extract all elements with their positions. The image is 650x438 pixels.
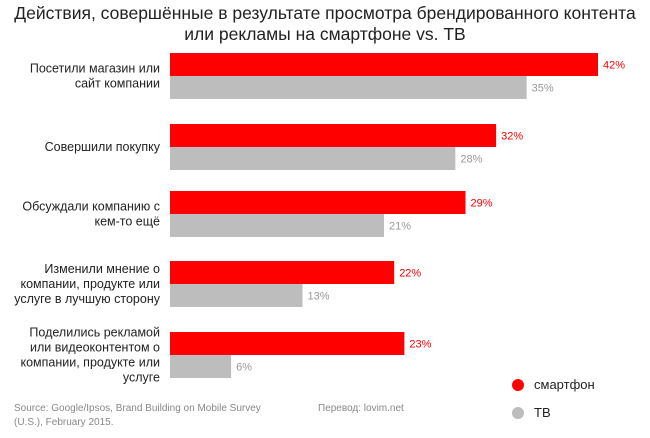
- bar-tv-2: [170, 214, 384, 237]
- bar-smartphone-2: [170, 191, 466, 214]
- legend-swatch-smartphone: [512, 379, 524, 391]
- value-label-tv-3: 13%: [307, 291, 329, 303]
- legend: смартфон ТВ: [512, 377, 595, 420]
- category-label-0-line-1: сайт компании: [75, 77, 160, 91]
- category-label-3-line-1: компании, продукте или: [20, 277, 160, 291]
- category-label-2-line-1: кем-то ещё: [94, 215, 160, 229]
- source-line-2: (U.S.), February 2015.: [14, 417, 113, 428]
- value-label-tv-4: 6%: [236, 362, 252, 374]
- chart-title-line-2: или рекламы на смартфоне vs. ТВ: [184, 24, 465, 44]
- source-line-1: Source: Google/Ipsos, Brand Building on …: [14, 403, 261, 414]
- value-label-smartphone-0: 42%: [603, 60, 625, 72]
- category-label-4-line-3: услуге: [123, 371, 160, 385]
- category-label-4-line-1: или видеоконтентом о: [30, 341, 160, 355]
- category-label-4-line-0: Поделились рекламой: [29, 326, 160, 340]
- chart-title-line-1: Действия, совершённые в результате просм…: [14, 3, 636, 23]
- value-label-tv-0: 35%: [532, 83, 554, 95]
- category-label-3-line-0: Изменили мнение о: [44, 262, 160, 276]
- bar-smartphone-0: [170, 53, 598, 76]
- legend-swatch-tv: [512, 407, 524, 419]
- bar-smartphone-4: [170, 332, 405, 355]
- value-label-tv-1: 28%: [460, 154, 482, 166]
- bar-tv-0: [170, 76, 527, 99]
- value-label-smartphone-2: 29%: [471, 198, 493, 210]
- value-label-tv-2: 21%: [389, 221, 411, 233]
- bar-smartphone-1: [170, 124, 497, 147]
- legend-label-smartphone: смартфон: [534, 377, 595, 392]
- bar-tv-3: [170, 284, 303, 307]
- bar-tv-1: [170, 147, 456, 170]
- bar-tv-4: [170, 355, 232, 378]
- translation-credit: Перевод: lovim.net: [318, 403, 404, 414]
- bar-smartphone-3: [170, 261, 395, 284]
- legend-label-tv: ТВ: [534, 405, 551, 420]
- value-label-smartphone-3: 22%: [399, 268, 421, 280]
- category-label-0-line-0: Посетили магазин или: [30, 62, 160, 76]
- category-label-2-line-0: Обсуждали компанию с: [22, 200, 160, 214]
- value-label-smartphone-4: 23%: [409, 339, 431, 351]
- category-label-1-line-0: Совершили покупку: [45, 140, 161, 154]
- value-label-smartphone-1: 32%: [501, 131, 523, 143]
- category-label-3-line-2: услуге в лучшую сторону: [14, 292, 161, 306]
- category-label-4-line-2: компании, продукте или: [20, 356, 160, 370]
